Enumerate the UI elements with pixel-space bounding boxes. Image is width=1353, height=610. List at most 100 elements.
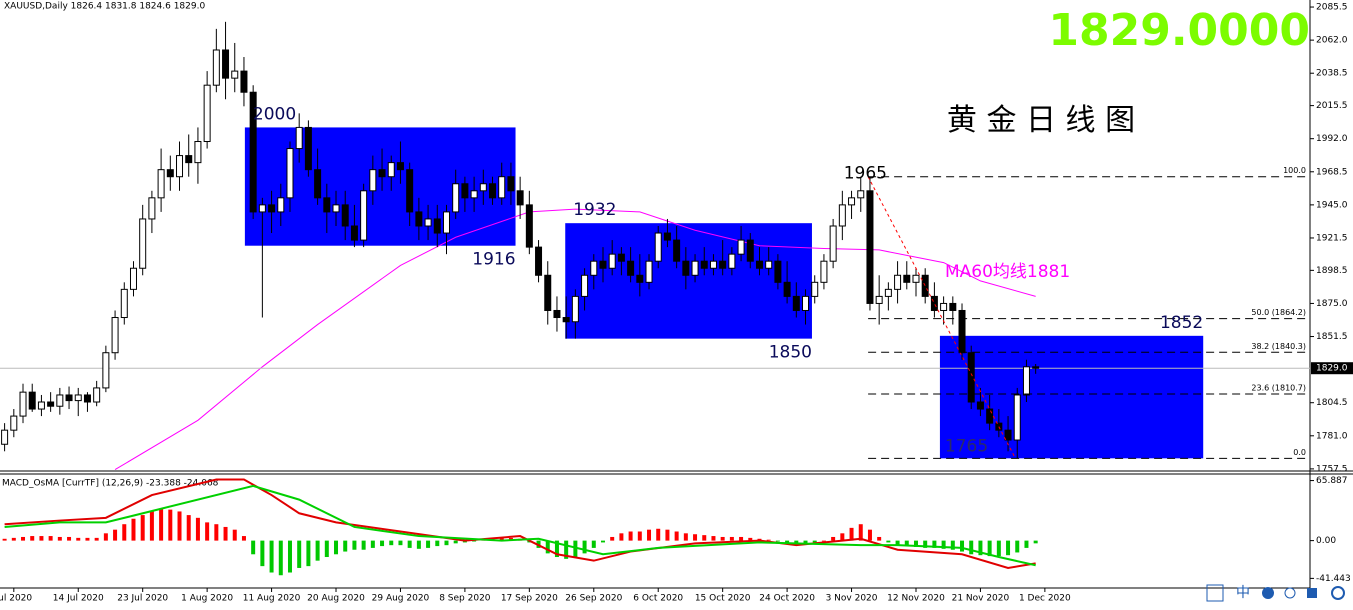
- histogram-bar: [241, 536, 246, 541]
- candle-body: [581, 274, 589, 297]
- box-bottom-label: 1765: [945, 436, 988, 456]
- candle-body: [286, 148, 294, 199]
- histogram-bar: [978, 540, 983, 556]
- histogram-bar: [867, 529, 872, 541]
- candle-body: [111, 317, 119, 354]
- toolbar-icon[interactable]: [1206, 584, 1224, 602]
- histogram-bar: [720, 536, 725, 541]
- candle-body: [129, 267, 137, 290]
- candle-body: [360, 190, 368, 241]
- histogram-bar: [324, 540, 329, 558]
- box-top-label: 2000: [253, 104, 296, 124]
- candle-body: [912, 274, 920, 283]
- box-bottom-label: 1850: [769, 343, 812, 363]
- chart-title: 黄 金 日 线 图: [947, 103, 1135, 138]
- macd-line: [4, 484, 1036, 567]
- candle-body: [277, 197, 285, 213]
- toolbar-ime[interactable]: 中: [1236, 585, 1250, 601]
- candle-body: [811, 281, 819, 297]
- histogram-bar: [103, 533, 108, 541]
- candle-body: [93, 387, 101, 403]
- y-tick-label: 2015.5: [1316, 101, 1348, 111]
- candle-body: [719, 260, 727, 269]
- candle-body: [535, 246, 543, 276]
- macd-line: [4, 478, 1036, 569]
- candle-body: [212, 49, 220, 86]
- histogram-bar: [665, 529, 670, 541]
- histogram-bar: [996, 540, 1001, 557]
- candle-body: [516, 190, 524, 206]
- histogram-bar: [159, 508, 164, 541]
- toolbar-icon[interactable]: [1331, 586, 1345, 600]
- fib-label: 0.0: [1293, 448, 1306, 457]
- histogram-bar: [370, 540, 375, 548]
- histogram-bar: [232, 529, 237, 541]
- toolbar-icon[interactable]: [1307, 588, 1317, 598]
- peak-label: 1965: [844, 164, 887, 184]
- candle-body: [461, 183, 469, 199]
- toolbar-icon[interactable]: [1262, 587, 1274, 599]
- x-tick-label: 12 Nov 2020: [887, 594, 945, 604]
- fib-label: 100.0: [1283, 166, 1306, 175]
- candle-body: [240, 70, 248, 93]
- histogram-bar: [499, 537, 504, 541]
- candle-body: [28, 391, 36, 410]
- box-top-label: 1932: [573, 200, 616, 220]
- histogram-bar: [287, 540, 292, 573]
- histogram-bar: [306, 540, 311, 567]
- candle-body: [783, 281, 791, 297]
- y-tick-label: 1945.0: [1316, 200, 1348, 210]
- histogram-bar: [785, 540, 790, 544]
- candle-body: [562, 317, 570, 323]
- histogram-bar: [260, 540, 265, 567]
- histogram-bar: [113, 529, 118, 541]
- candle-body: [166, 169, 174, 178]
- x-tick-label: 8 Sep 2020: [439, 594, 491, 604]
- candle-body: [314, 169, 322, 199]
- toolbar-icon[interactable]: [1284, 587, 1296, 599]
- x-tick-label: 1 Dec 2020: [1019, 594, 1071, 604]
- candle-body: [350, 225, 358, 241]
- candle-body: [838, 204, 846, 227]
- candle-body: [332, 204, 340, 213]
- macd-title: MACD_OsMA [CurrTF] (12,26,9) -23.388 -24…: [2, 479, 219, 489]
- histogram-bar: [600, 540, 605, 543]
- candle-body: [765, 260, 773, 269]
- candle-body: [442, 211, 450, 234]
- histogram-bar: [398, 540, 403, 546]
- y-tick-label: 1921.5: [1316, 233, 1348, 243]
- candle-body: [139, 218, 147, 269]
- histogram-bar: [545, 540, 550, 554]
- candle-body: [673, 239, 681, 262]
- candle-body: [553, 309, 561, 319]
- candle-body: [599, 260, 607, 269]
- candle-body: [663, 232, 671, 241]
- histogram-bar: [702, 535, 707, 541]
- histogram-bar: [748, 537, 753, 541]
- histogram-bar: [94, 537, 99, 541]
- candle-body: [848, 197, 856, 206]
- candle-body: [903, 274, 911, 283]
- candle-body: [774, 260, 782, 283]
- histogram-bar: [849, 527, 854, 541]
- histogram-bar: [361, 540, 366, 550]
- candle-body: [802, 295, 810, 311]
- candle-body: [148, 197, 156, 220]
- candle-body: [894, 274, 902, 290]
- candle-body: [645, 260, 653, 283]
- candle-body: [737, 239, 745, 255]
- histogram-bar: [30, 536, 35, 541]
- histogram-bar: [140, 515, 145, 541]
- candle-body: [866, 190, 874, 304]
- candle-body: [19, 391, 27, 417]
- candle-body: [378, 169, 386, 178]
- histogram-bar: [831, 536, 836, 541]
- candle-body: [222, 49, 230, 79]
- candle-body: [185, 155, 193, 164]
- candle-body: [258, 204, 266, 213]
- histogram-bar: [647, 529, 652, 541]
- y-tick-label: 1757.5: [1316, 464, 1348, 474]
- candle-body: [949, 302, 957, 311]
- histogram-bar: [444, 540, 449, 546]
- histogram-bar: [1024, 540, 1029, 548]
